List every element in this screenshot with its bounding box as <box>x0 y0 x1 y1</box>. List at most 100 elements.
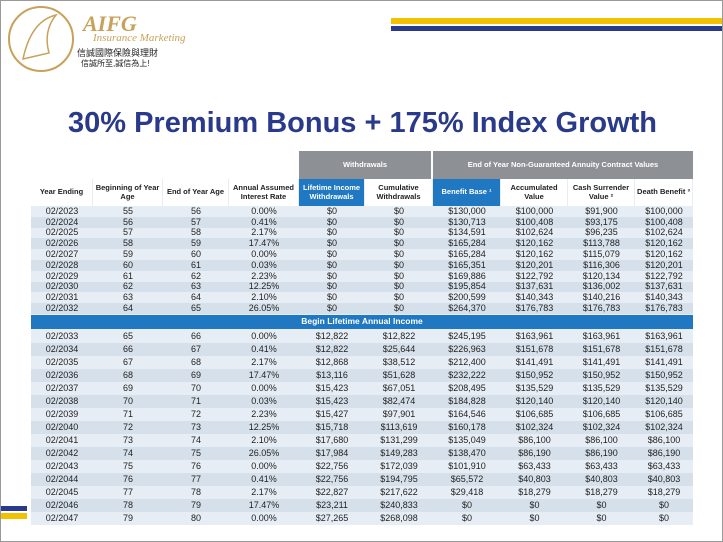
row-shade <box>31 421 693 434</box>
cell: $232,222 <box>448 370 486 380</box>
cell: $176,783 <box>515 303 554 314</box>
cell: $0 <box>529 513 540 523</box>
cell: $135,529 <box>645 383 683 393</box>
cell: 67 <box>122 357 133 367</box>
cell: 2.17% <box>251 227 277 238</box>
cell: 0.03% <box>251 396 277 406</box>
cell: $0 <box>393 216 404 227</box>
cell: 78 <box>122 500 133 510</box>
cell: $141,491 <box>645 357 683 367</box>
cell: 60 <box>122 259 133 270</box>
cell: $96,235 <box>585 227 618 238</box>
cell: $27,265 <box>315 513 349 523</box>
cell: $65,572 <box>450 474 484 484</box>
cell: $151,678 <box>582 344 621 354</box>
cell: 0.00% <box>251 513 277 523</box>
cell: $120,140 <box>515 396 554 406</box>
cell: $86,100 <box>518 435 551 445</box>
cell: $100,408 <box>515 216 554 227</box>
cell: $130,713 <box>448 216 486 227</box>
cell: $120,162 <box>515 249 554 260</box>
cell: $151,678 <box>645 344 683 354</box>
cell: 02/2024 <box>45 216 79 227</box>
cell: $245,195 <box>448 331 486 341</box>
cell: $130,000 <box>448 205 486 216</box>
cell: 02/2047 <box>45 513 79 523</box>
row-shade <box>31 369 693 382</box>
cell: 02/2031 <box>45 292 79 303</box>
cell: 02/2035 <box>45 357 79 367</box>
title: 30% Premium Bonus + 175% Index Growth <box>67 107 658 139</box>
cell: $120,162 <box>645 249 683 260</box>
cell: $120,140 <box>582 396 621 406</box>
cell: $160,178 <box>448 422 486 432</box>
cell: 02/2038 <box>45 396 79 406</box>
cell: $12,822 <box>382 331 416 341</box>
cell: $149,283 <box>380 448 418 458</box>
cell: $93,175 <box>585 216 618 227</box>
cell: $115,079 <box>583 249 620 260</box>
cell: 70 <box>122 396 133 406</box>
cell: $240,833 <box>380 500 418 510</box>
cell: $141,491 <box>515 357 554 367</box>
cell: $106,685 <box>645 409 683 419</box>
cell: $0 <box>461 500 472 510</box>
cell: $0 <box>326 249 337 260</box>
cell: 73 <box>122 435 133 445</box>
cell: $0 <box>326 259 337 270</box>
cell: 68 <box>122 370 133 380</box>
cell: 02/2040 <box>45 422 79 432</box>
cell: 02/2030 <box>45 281 79 292</box>
cell: $0 <box>393 303 404 314</box>
cell: 02/2045 <box>45 487 79 497</box>
cell: $212,400 <box>448 357 486 367</box>
row-shade <box>31 281 693 293</box>
cell: $184,828 <box>448 396 486 406</box>
cell: 76 <box>190 461 201 471</box>
cell: 02/2025 <box>45 227 79 238</box>
column-header: End of Year Age <box>163 179 228 206</box>
cell: 69 <box>122 383 133 393</box>
column-header: Cash Surrender Value ² <box>568 179 634 206</box>
cell: 63 <box>122 292 133 303</box>
column-header: Accumulated Value <box>501 179 567 206</box>
cell: 2.10% <box>251 292 277 303</box>
cell: $82,474 <box>382 396 416 406</box>
cell: $134,591 <box>448 227 486 238</box>
cell: $165,284 <box>448 238 486 249</box>
cell: $0 <box>393 259 404 270</box>
row-shade <box>31 216 693 228</box>
column-header: Benefit Base ¹ <box>433 179 500 206</box>
cell: 61 <box>122 270 133 281</box>
cell: 56 <box>190 205 201 216</box>
cell: 0.03% <box>251 259 277 270</box>
cell: $25,644 <box>382 344 416 354</box>
cell: 57 <box>190 216 201 227</box>
cell: $102,324 <box>645 422 683 432</box>
cell: $0 <box>326 238 337 249</box>
cell: $86,100 <box>585 435 618 445</box>
cell: 65 <box>122 331 133 341</box>
cell: $0 <box>326 270 337 281</box>
cell: $0 <box>393 292 404 303</box>
cell: $137,631 <box>645 281 683 292</box>
cell: 12.25% <box>248 281 280 292</box>
cell: 78 <box>190 487 201 497</box>
cell: $18,279 <box>647 487 681 497</box>
cell: 2.23% <box>251 409 277 419</box>
cell: $113,788 <box>583 238 620 249</box>
cell: $17,984 <box>315 448 349 458</box>
cell: $63,433 <box>647 461 681 471</box>
cell: 75 <box>190 448 201 458</box>
cell: 79 <box>190 500 201 510</box>
cell: $86,190 <box>585 448 618 458</box>
cell: $116,306 <box>583 259 620 270</box>
banner: Begin Lifetime Annual Income <box>31 315 693 329</box>
cell: $122,792 <box>645 270 683 281</box>
cell: 74 <box>190 435 201 445</box>
cell: $106,685 <box>582 409 621 419</box>
cell: 70 <box>190 383 201 393</box>
cell: $100,000 <box>645 205 683 216</box>
cell: $163,961 <box>645 331 683 341</box>
cell: $120,162 <box>515 238 554 249</box>
